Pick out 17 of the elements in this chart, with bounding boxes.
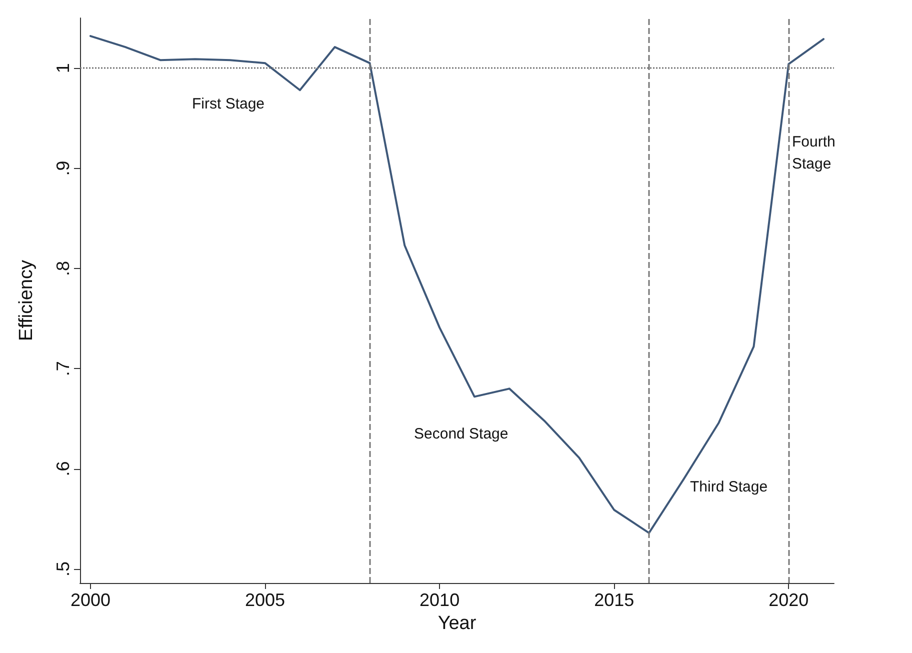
y-tick-label: .7 xyxy=(53,361,73,376)
y-tick-label: .8 xyxy=(53,260,73,276)
annotation: First Stage xyxy=(192,96,265,112)
y-axis-title: Efficiency xyxy=(16,260,37,341)
x-tick-label: 2005 xyxy=(244,590,286,610)
x-tick-label: 2015 xyxy=(594,590,634,610)
x-tick-label: 2020 xyxy=(768,590,809,610)
y-tick-label: 1 xyxy=(53,63,73,74)
x-axis-title: Year xyxy=(438,612,477,634)
y-tick-label: .9 xyxy=(53,160,73,176)
x-tick-label: 2000 xyxy=(70,590,110,610)
annotation: Fourth Stage xyxy=(792,134,836,172)
y-tick-label: .5 xyxy=(53,561,73,576)
x-tick-label: 2010 xyxy=(420,590,460,610)
y-tick-label: .6 xyxy=(53,461,73,476)
annotation: Second Stage xyxy=(414,426,508,442)
annotation: Third Stage xyxy=(690,478,768,496)
